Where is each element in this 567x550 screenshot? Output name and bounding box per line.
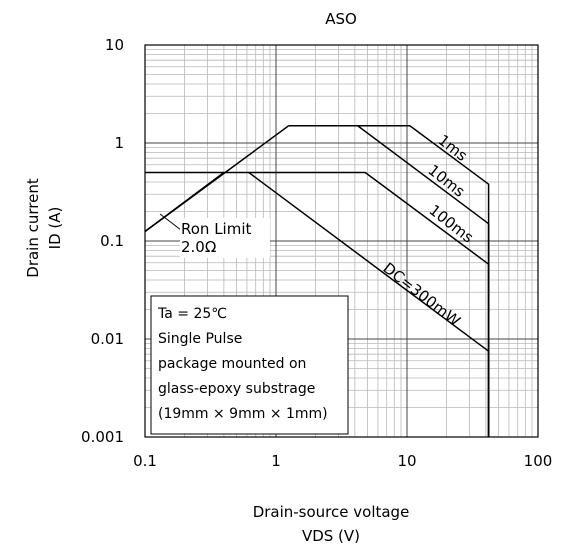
series-line-dc-300mw [145, 171, 490, 437]
x-tick-label: 100 [524, 452, 553, 470]
ron-limit-value: 2.0Ω [181, 238, 216, 256]
x-tick-label: 0.1 [133, 452, 157, 470]
condition-package: package mounted on [158, 356, 306, 372]
x-tick-label: 10 [397, 452, 416, 470]
condition-size: (19mm × 9mm × 1mm) [158, 406, 328, 422]
condition-pulse: Single Pulse [158, 331, 242, 347]
condition-ta: Ta = 25℃ [157, 306, 227, 322]
y-tick-label: 1 [114, 134, 124, 152]
y-tick-label: 10 [105, 36, 124, 54]
y-tick-label: 0.001 [81, 428, 124, 446]
series-line-ron-limit-lower [144, 171, 225, 233]
x-axis-label-line2: VDS (V) [302, 527, 360, 545]
y-tick-label: 0.01 [91, 330, 124, 348]
condition-substrate: glass-epoxy substrage [158, 381, 315, 397]
ron-limit-label: Ron Limit [181, 220, 252, 238]
x-tick-labels: 0.1 1 10 100 [133, 452, 552, 470]
y-axis-label-line1: Drain current [24, 178, 42, 278]
y-axis-label-line2: ID (A) [46, 207, 64, 250]
y-tick-label: 0.1 [100, 232, 124, 250]
plot-frame [144, 44, 539, 438]
conditions-box: Ta = 25℃ Single Pulse package mounted on… [150, 295, 349, 435]
ron-limit-leader [159, 213, 182, 231]
chart-title: ASO [325, 10, 357, 28]
x-tick-label: 1 [271, 452, 281, 470]
y-tick-labels: 0.001 0.01 0.1 1 10 [81, 36, 124, 446]
series-layer [144, 124, 490, 437]
x-axis-label-line1: Drain-source voltage [253, 503, 410, 521]
